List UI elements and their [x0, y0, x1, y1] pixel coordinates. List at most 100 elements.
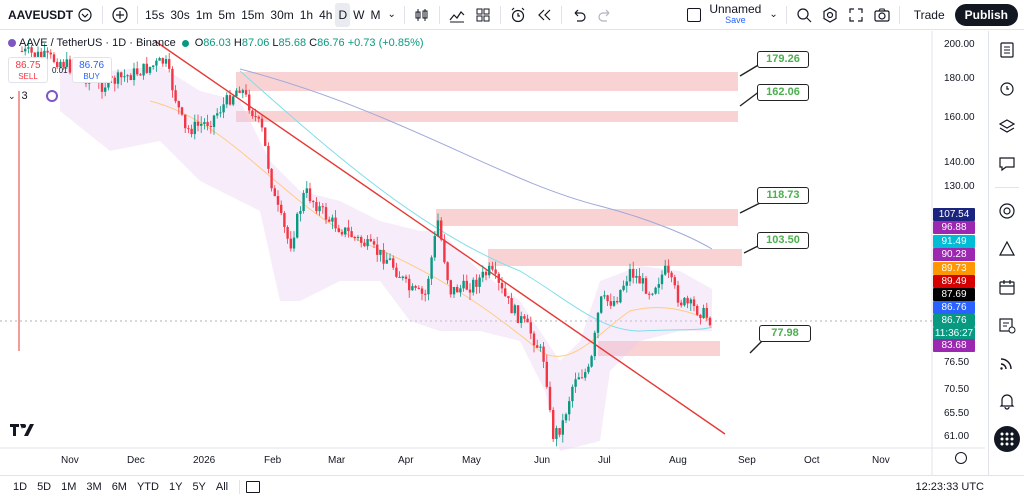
candle-body — [328, 219, 331, 222]
interval-1h[interactable]: 1h — [299, 7, 314, 22]
watchlist-icon[interactable] — [989, 31, 1024, 69]
price-callout[interactable]: 179.26 — [757, 51, 809, 68]
candle-body — [145, 63, 148, 73]
price-callout[interactable]: 103.50 — [757, 232, 809, 249]
streams-icon[interactable] — [989, 344, 1024, 382]
candle-body — [670, 272, 673, 278]
templates-icon[interactable] — [470, 3, 496, 27]
indicator-toggle[interactable]: ⌄ 3 — [8, 90, 58, 102]
candle-body — [552, 410, 555, 439]
date-range-icon[interactable] — [246, 481, 261, 493]
interval-30s[interactable]: 30s — [170, 7, 190, 22]
indicators-icon[interactable] — [444, 3, 470, 27]
range-1m[interactable]: 1M — [61, 481, 77, 493]
candle-body — [376, 244, 379, 255]
buy-button[interactable]: 86.76 BUY — [71, 57, 112, 83]
interval-5m[interactable]: 5m — [218, 7, 236, 22]
candle-body — [222, 104, 225, 113]
clock[interactable]: 12:23:33 UTC — [915, 481, 984, 493]
price-chart[interactable] — [0, 31, 985, 475]
chart-pane[interactable]: 179.26 162.06 118.73 103.50 77.98 AAVE /… — [0, 31, 985, 475]
candle-body — [587, 366, 590, 373]
camera-icon[interactable] — [869, 3, 895, 27]
symbol-title[interactable]: AAVE / TetherUS · 1D · Binance — [19, 37, 176, 49]
candle-body — [673, 277, 676, 286]
candle-body — [132, 68, 136, 80]
price-badge: 96.88 — [933, 221, 975, 234]
candle-body — [708, 317, 712, 326]
time-axis-label: Nov — [872, 455, 890, 466]
chevron-down-icon[interactable]: ⌄ — [769, 9, 778, 20]
price-callout[interactable]: 77.98 — [759, 325, 811, 342]
price-callout[interactable]: 118.73 — [757, 187, 809, 204]
layers-icon[interactable] — [989, 107, 1024, 145]
alert-icon[interactable] — [505, 3, 531, 27]
redo-icon[interactable] — [592, 3, 618, 27]
time-axis-label: Sep — [738, 455, 756, 466]
calendar-icon[interactable] — [989, 268, 1024, 306]
interval-w[interactable]: W — [353, 7, 365, 22]
interval-15m[interactable]: 15m — [241, 7, 265, 22]
news-icon[interactable] — [989, 306, 1024, 344]
candle-body — [532, 333, 536, 346]
chat-icon[interactable] — [989, 145, 1024, 183]
candle-body — [440, 220, 443, 240]
price-badge: 86.76 — [933, 314, 975, 327]
candle-body — [705, 307, 708, 318]
interval-d[interactable]: D — [335, 2, 351, 27]
price-axis-label: 76.50 — [944, 357, 970, 368]
candle-body — [635, 275, 638, 278]
replay-icon[interactable] — [531, 3, 557, 27]
range-3m[interactable]: 3M — [86, 481, 102, 493]
range-1y[interactable]: 1Y — [168, 481, 183, 493]
quick-search-icon[interactable] — [791, 3, 817, 27]
ideas-icon[interactable] — [989, 230, 1024, 268]
fullscreen-icon[interactable] — [843, 3, 869, 27]
range-5d[interactable]: 5D — [37, 481, 52, 493]
range-5y[interactable]: 5Y — [192, 481, 206, 493]
time-axis-label: Aug — [669, 455, 687, 466]
candle-body — [644, 278, 648, 294]
layout-name-button[interactable]: Unnamed Save — [705, 1, 765, 29]
sell-button[interactable]: 86.75 SELL — [8, 57, 48, 83]
watchlist-icon[interactable] — [72, 3, 98, 27]
trade-button[interactable]: Trade — [913, 7, 945, 22]
symbol-search[interactable]: AAVEUSDT — [8, 7, 74, 22]
alerts-icon[interactable] — [989, 69, 1024, 107]
price-callout[interactable]: 162.06 — [757, 84, 809, 101]
candle-body — [568, 401, 571, 415]
time-settings-icon[interactable] — [955, 452, 967, 464]
price-badge: 107.54 — [933, 208, 975, 221]
candle-body — [62, 61, 65, 68]
price-badge: 83.68 — [933, 339, 975, 352]
interval-m[interactable]: M — [370, 7, 381, 22]
add-symbol-icon[interactable] — [107, 3, 133, 27]
notifications-icon[interactable] — [989, 382, 1024, 420]
candle-body — [465, 280, 468, 290]
chevron-down-icon[interactable]: ⌄ — [387, 9, 396, 20]
range-1d[interactable]: 1D — [13, 481, 28, 493]
candle-body — [520, 316, 523, 323]
candle-body — [254, 115, 257, 117]
range-6m[interactable]: 6M — [111, 481, 127, 493]
sync-icon[interactable] — [45, 90, 58, 102]
market-status-icon — [181, 39, 189, 47]
layout-checkbox[interactable] — [683, 3, 705, 27]
settings-icon[interactable] — [817, 3, 843, 27]
candle-body — [260, 118, 264, 128]
interval-1m[interactable]: 1m — [195, 7, 213, 22]
interval-15s[interactable]: 15s — [145, 7, 165, 22]
range-ytd[interactable]: YTD — [136, 481, 159, 493]
candles-icon[interactable] — [409, 3, 435, 27]
target-icon[interactable] — [989, 192, 1024, 230]
publish-button[interactable]: Publish — [954, 3, 1018, 26]
range-all[interactable]: All — [215, 481, 229, 493]
candle-body — [30, 47, 33, 53]
interval-4h[interactable]: 4h — [319, 7, 333, 22]
candle-body — [596, 312, 600, 333]
apps-icon[interactable] — [989, 420, 1024, 458]
undo-icon[interactable] — [566, 3, 592, 27]
interval-30m[interactable]: 30m — [270, 7, 294, 22]
price-badge: 11:36:27 — [933, 327, 975, 340]
candle-body — [494, 269, 497, 274]
